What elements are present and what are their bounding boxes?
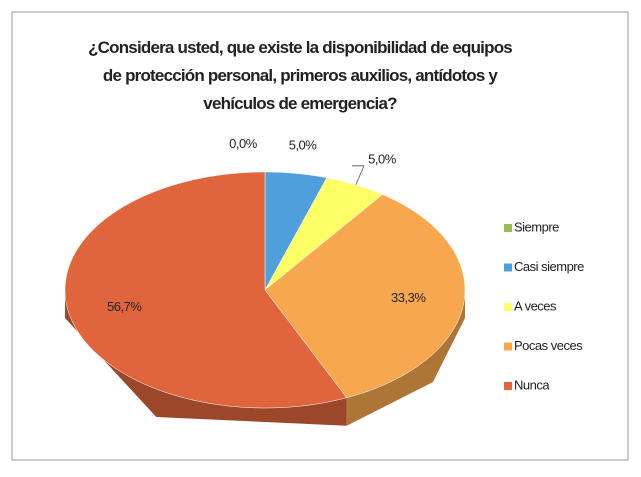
legend-swatch <box>504 382 512 390</box>
legend-swatch <box>504 303 512 311</box>
legend-swatch <box>504 224 512 232</box>
data-label: 5,0% <box>368 151 397 166</box>
legend-swatch <box>504 342 512 351</box>
legend-label: Nunca <box>514 377 550 392</box>
slice <box>264 177 384 291</box>
legend-label: Pocas veces <box>514 338 583 353</box>
legend-label: A veces <box>514 298 557 313</box>
slice <box>264 194 466 398</box>
slice <box>264 171 328 291</box>
slice-side <box>346 290 465 426</box>
slice <box>64 171 348 409</box>
slice-side <box>65 290 347 426</box>
chart-title: ¿Considera usted, que existe la disponib… <box>88 38 513 113</box>
data-label: 56,7% <box>107 299 142 314</box>
data-label: 5,0% <box>289 138 318 153</box>
legend-swatch <box>504 263 512 272</box>
data-label: 0,0% <box>229 136 258 151</box>
leader-line <box>351 165 365 186</box>
legend-label: Casi siempre <box>514 259 584 274</box>
data-label: 33,3% <box>391 290 426 305</box>
legend-label: Siempre <box>514 219 559 234</box>
